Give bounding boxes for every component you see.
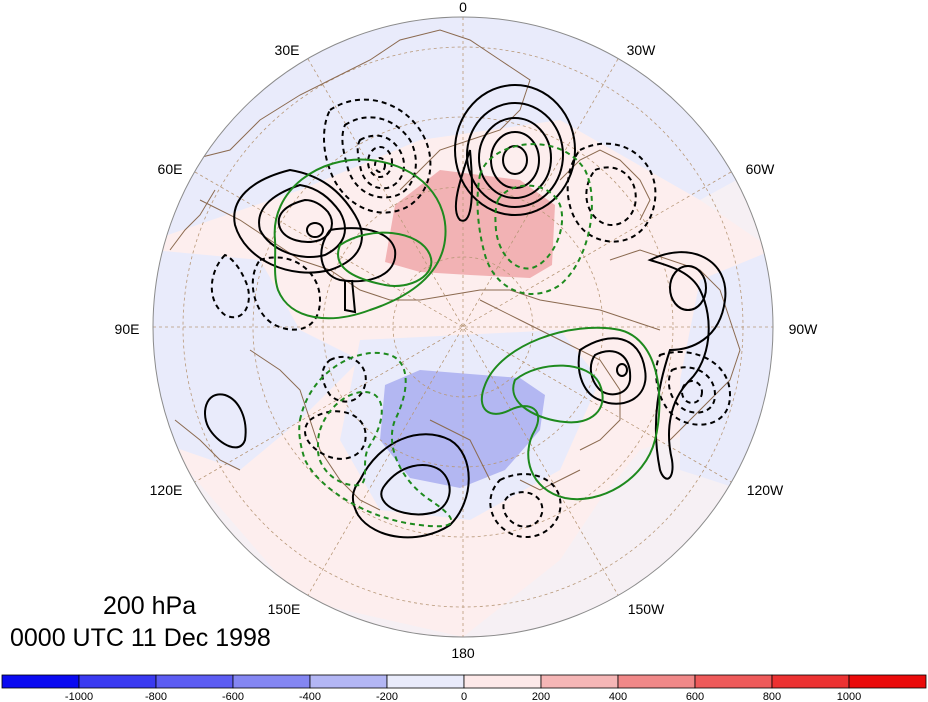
lon-label-180: 180 (451, 645, 475, 661)
black-contours-negative (210, 98, 732, 539)
colorbar-box (463, 674, 542, 689)
colorbar-box (694, 674, 773, 689)
pressure-level-label: 200 hPa (103, 592, 197, 620)
colorbar-box (540, 674, 619, 689)
colorbar-box (617, 674, 696, 689)
colorbar-tick-label: 1000 (837, 691, 861, 702)
colorbar-tick-label: -800 (145, 691, 167, 702)
colorbar-tick-label: 0 (461, 691, 467, 702)
polar-map: 0 30W 60W 90W 120W 150W 180 150E 120E 90… (115, 0, 819, 661)
lon-label-0: 0 (459, 0, 467, 15)
lon-label-30e: 30E (275, 42, 300, 58)
map-boundary (152, 16, 774, 638)
colorbar-tick-label: -600 (222, 691, 244, 702)
black-contours-positive (204, 84, 727, 539)
colorbar-box (386, 674, 465, 689)
lon-label-30w: 30W (627, 42, 657, 58)
lon-label-90w: 90W (789, 321, 819, 337)
lon-label-120e: 120E (150, 482, 183, 498)
colorbar-tick-label: 600 (686, 691, 704, 702)
colorbar-box (155, 674, 234, 689)
lon-label-90e: 90E (115, 321, 140, 337)
colorbar-boxes (1, 674, 927, 689)
valid-time-label: 0000 UTC 11 Dec 1998 (10, 624, 271, 652)
colorbar-box (848, 674, 927, 689)
colorbar: -1000 -800 -600 -400 -200 0 200 400 600 800 1000 (1, 674, 927, 702)
lon-label-60w: 60W (746, 161, 776, 177)
colorbar-tick-label: -1000 (65, 691, 93, 702)
colorbar-box (309, 674, 388, 689)
lon-label-150e: 150E (268, 601, 301, 617)
negative-anomaly-north (153, 17, 773, 240)
colorbar-box (771, 674, 850, 689)
colorbar-tick-label: -200 (376, 691, 398, 702)
negative-anomaly-core (380, 370, 545, 488)
negative-anomaly-east (680, 250, 773, 500)
colorbar-box (78, 674, 157, 689)
lon-label-60e: 60E (158, 161, 183, 177)
green-contours-positive (273, 158, 661, 501)
lon-label-120w: 120W (747, 482, 784, 498)
colorbar-tick-label: 400 (609, 691, 627, 702)
colorbar-tick-label: 200 (532, 691, 550, 702)
longitude-labels: 0 30W 60W 90W 120W 150W 180 150E 120E 90… (115, 0, 819, 661)
colorbar-box (232, 674, 311, 689)
colorbar-tick-label: -400 (299, 691, 321, 702)
colorbar-labels: -1000 -800 -600 -400 -200 0 200 400 600 800 1000 (65, 691, 861, 702)
colorbar-box (1, 674, 80, 689)
green-contours-negative (298, 143, 593, 528)
lon-label-150w: 150W (628, 601, 665, 617)
colorbar-tick-label: 800 (763, 691, 781, 702)
